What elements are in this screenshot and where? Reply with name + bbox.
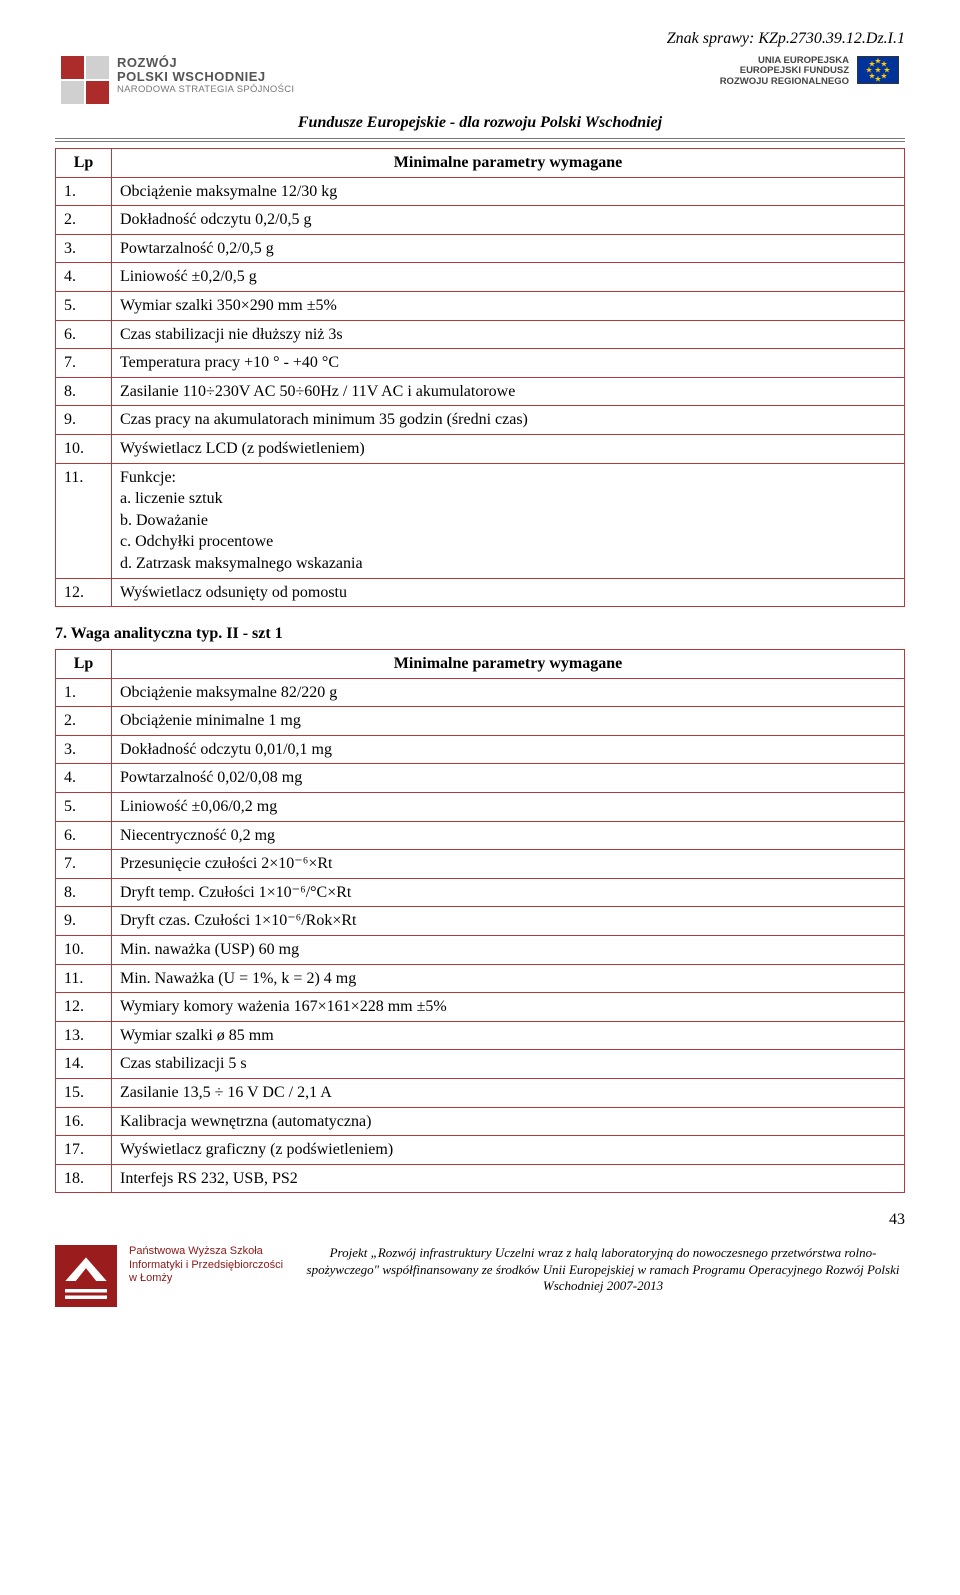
logos-row: ROZWÓJ POLSKI WSCHODNIEJ NARODOWA STRATE… [55,56,905,104]
page-number: 43 [55,1211,905,1229]
npr-icon [61,56,109,104]
col-desc: Minimalne parametry wymagane [112,650,905,679]
funkcje-d: d. Zatrzask maksymalnego wskazania [120,553,896,575]
logo-left-line3: NARODOWA STRATEGIA SPÓJNOŚCI [117,85,294,95]
funkcje-header: Funkcje: [120,467,896,489]
table-row: 1.Obciążenie maksymalne 82/220 g [56,678,905,707]
table-row: 11.Min. Naważka (U = 1%, k = 2) 4 mg [56,964,905,993]
table-row: 3.Powtarzalność 0,2/0,5 g [56,234,905,263]
table-row: 6.Niecentryczność 0,2 mg [56,821,905,850]
funkcje-c: c. Odchyłki procentowe [120,531,896,553]
logo-left-line1: ROZWÓJ [117,56,294,70]
table-row: 17.Wyświetlacz graficzny (z podświetleni… [56,1136,905,1165]
logo-left: ROZWÓJ POLSKI WSCHODNIEJ NARODOWA STRATE… [61,56,294,104]
table-row: 15.Zasilanie 13,5 ÷ 16 V DC / 2,1 A [56,1079,905,1108]
table-row: 5.Liniowość ±0,06/0,2 mg [56,793,905,822]
table-row: 10.Min. naważka (USP) 60 mg [56,936,905,965]
table-row: 9.Dryft czas. Czułości 1×10⁻⁶/Rok×Rt [56,907,905,936]
tagline: Fundusze Europejskie - dla rozwoju Polsk… [55,114,905,132]
table-row: 12.Wyświetlacz odsunięty od pomostu [56,578,905,607]
table-row: 10.Wyświetlacz LCD (z podświetleniem) [56,434,905,463]
table-row: 13.Wymiar szalki ø 85 mm [56,1021,905,1050]
col-lp: Lp [56,149,112,178]
table-row: 3.Dokładność odczytu 0,01/0,1 mg [56,735,905,764]
funkcje-a: a. liczenie sztuk [120,488,896,510]
table-row: 7.Przesunięcie czułości 2×10⁻⁶×Rt [56,850,905,879]
institution-name: Państwowa Wyższa Szkoła Informatyki i Pr… [129,1245,289,1285]
table-row: 7.Temperatura pracy +10 ° - +40 °C [56,349,905,378]
logo-right: UNIA EUROPEJSKA EUROPEJSKI FUNDUSZ ROZWO… [720,56,899,87]
table-row: 2.Dokładność odczytu 0,2/0,5 g [56,206,905,235]
col-lp: Lp [56,650,112,679]
table-1: Lp Minimalne parametry wymagane 1.Obciąż… [55,148,905,607]
table-row: 2.Obciążenie minimalne 1 mg [56,707,905,736]
section-2-heading: 7. Waga analityczna typ. II - szt 1 [55,625,905,643]
footer: Państwowa Wyższa Szkoła Informatyki i Pr… [55,1245,905,1307]
table-row: 18.Interfejs RS 232, USB, PS2 [56,1164,905,1193]
table-row: 9.Czas pracy na akumulatorach minimum 35… [56,406,905,435]
project-description: Projekt „Rozwój infrastruktury Uczelni w… [301,1245,905,1294]
col-desc: Minimalne parametry wymagane [112,149,905,178]
table-row: 14.Czas stabilizacji 5 s [56,1050,905,1079]
logo-left-line2: POLSKI WSCHODNIEJ [117,70,294,84]
pwsip-logo-icon [55,1245,117,1307]
divider [55,138,905,142]
table-row: 6.Czas stabilizacji nie dłuższy niż 3s [56,320,905,349]
table-row: 11. Funkcje: a. liczenie sztuk b. Doważa… [56,463,905,578]
table-row: 4.Powtarzalność 0,02/0,08 mg [56,764,905,793]
table-row: 8.Dryft temp. Czułości 1×10⁻⁶/°C×Rt [56,878,905,907]
table-row: 1.Obciążenie maksymalne 12/30 kg [56,177,905,206]
table-row: 8.Zasilanie 110÷230V AC 50÷60Hz / 11V AC… [56,377,905,406]
eu-flag-icon [857,56,899,84]
table-row: 16.Kalibracja wewnętrzna (automatyczna) [56,1107,905,1136]
table-row: 12.Wymiary komory ważenia 167×161×228 mm… [56,993,905,1022]
table-row: 4.Liniowość ±0,2/0,5 g [56,263,905,292]
table-row: 5.Wymiar szalki 350×290 mm ±5% [56,291,905,320]
table-2: Lp Minimalne parametry wymagane 1.Obciąż… [55,649,905,1193]
funkcje-b: b. Doważanie [120,510,896,532]
case-reference: Znak sprawy: KZp.2730.39.12.Dz.I.1 [55,30,905,48]
logo-right-line3: ROZWOJU REGIONALNEGO [720,77,849,87]
